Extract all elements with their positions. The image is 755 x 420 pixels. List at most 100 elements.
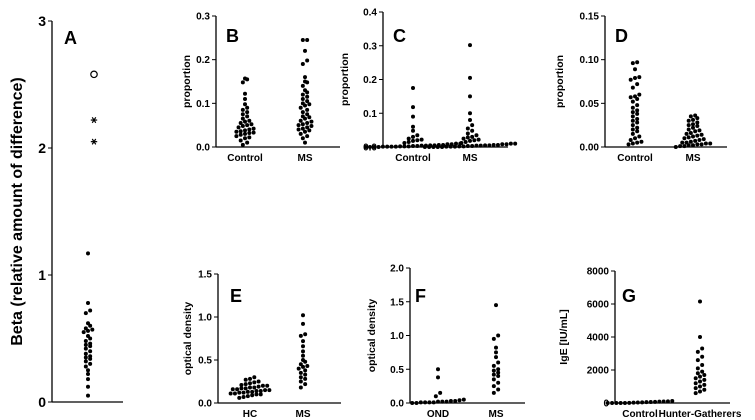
data-point: [258, 388, 263, 393]
data-point: [309, 119, 314, 124]
data-point: [695, 142, 700, 147]
data-point: [691, 122, 695, 127]
data-point: [237, 395, 242, 400]
data-point: [86, 321, 90, 326]
data-point: [444, 144, 449, 149]
data-point: [630, 131, 635, 136]
data-point: [305, 107, 310, 112]
data-point: [238, 120, 243, 125]
data-point: [468, 118, 472, 122]
data-point: [496, 374, 501, 378]
data-point: [250, 389, 255, 394]
data-point: [635, 400, 640, 405]
data-point: [491, 372, 496, 377]
data-point: [494, 345, 498, 350]
data-point: [86, 372, 90, 377]
data-point: [248, 381, 252, 386]
data-point: [238, 129, 243, 134]
data-point: [298, 375, 303, 380]
data-point: [468, 138, 472, 143]
data-point: [240, 142, 245, 147]
data-point: [406, 139, 411, 144]
data-point: [298, 105, 303, 110]
y-tick-label: 0.15: [580, 12, 600, 23]
data-point: [300, 38, 305, 43]
data-point: [630, 123, 635, 128]
data-point: [470, 123, 475, 128]
y-tick-label: 3: [38, 13, 46, 29]
data-point: [247, 131, 252, 136]
data-point: [691, 143, 695, 148]
data-point: [614, 401, 619, 405]
data-point: [301, 358, 305, 362]
data-point: [631, 400, 636, 405]
data-point: [626, 142, 631, 147]
data-point: [300, 101, 305, 106]
data-point: [500, 142, 505, 147]
data-point: [245, 110, 250, 115]
y-tick-label: 6000: [587, 300, 610, 311]
data-point: [688, 139, 693, 144]
data-point: [698, 374, 702, 379]
data-point: [411, 85, 415, 90]
panel-letter: F: [415, 286, 426, 306]
data-point: [83, 359, 88, 364]
panel-d: 0.00 0.05 0.10 0.15 proportion D Control MS: [554, 12, 727, 164]
data-point: [639, 139, 644, 144]
data-point: [303, 382, 308, 387]
x-category-label: OND: [427, 409, 449, 420]
y-axis-label: proportion: [181, 55, 193, 108]
data-point: [240, 116, 245, 121]
data-point: [693, 386, 698, 391]
data-point: [241, 394, 246, 399]
data-point: [267, 388, 272, 393]
data-point: [468, 75, 472, 80]
data-point: [436, 399, 440, 404]
data-point: [697, 128, 702, 133]
data-point: [468, 43, 472, 48]
data-point: [686, 123, 691, 128]
data-point: [635, 117, 640, 122]
x-category-label: Control: [227, 153, 263, 164]
data-point: [699, 142, 704, 147]
data-point: [457, 398, 462, 403]
data-point: [363, 145, 368, 149]
data-point: [83, 364, 88, 369]
data-point: [630, 127, 635, 132]
data-point: [305, 38, 310, 43]
data-point: [438, 390, 443, 395]
data-point: [83, 326, 88, 331]
data-point: [298, 385, 303, 390]
data-point: [474, 133, 479, 138]
data-point: [238, 138, 243, 143]
data-point: [684, 140, 689, 145]
data-point: [83, 355, 88, 360]
data-point: [483, 143, 488, 148]
outlier-circle: [90, 70, 98, 79]
data-point: [303, 140, 307, 145]
data-point: [422, 145, 427, 149]
data-point: [436, 375, 440, 380]
data-point: [256, 384, 261, 389]
y-axis-label: proportion: [339, 53, 351, 106]
data-point: [491, 363, 496, 368]
data-point: [86, 251, 90, 256]
data-point: [243, 128, 247, 133]
data-point: [630, 110, 635, 115]
data-point: [698, 299, 702, 304]
data-point: [633, 76, 637, 81]
data-point: [243, 102, 247, 107]
data-point: [305, 112, 310, 117]
data-point: [376, 145, 381, 149]
data-point: [461, 144, 466, 149]
data-point: [686, 127, 691, 132]
data-point: [635, 60, 640, 65]
data-point: [431, 400, 436, 405]
data-point: [303, 48, 307, 53]
data-point: [393, 144, 398, 149]
data-point: [695, 133, 700, 138]
data-point: [88, 349, 93, 354]
data-point: [243, 136, 247, 141]
data-point: [298, 362, 303, 367]
